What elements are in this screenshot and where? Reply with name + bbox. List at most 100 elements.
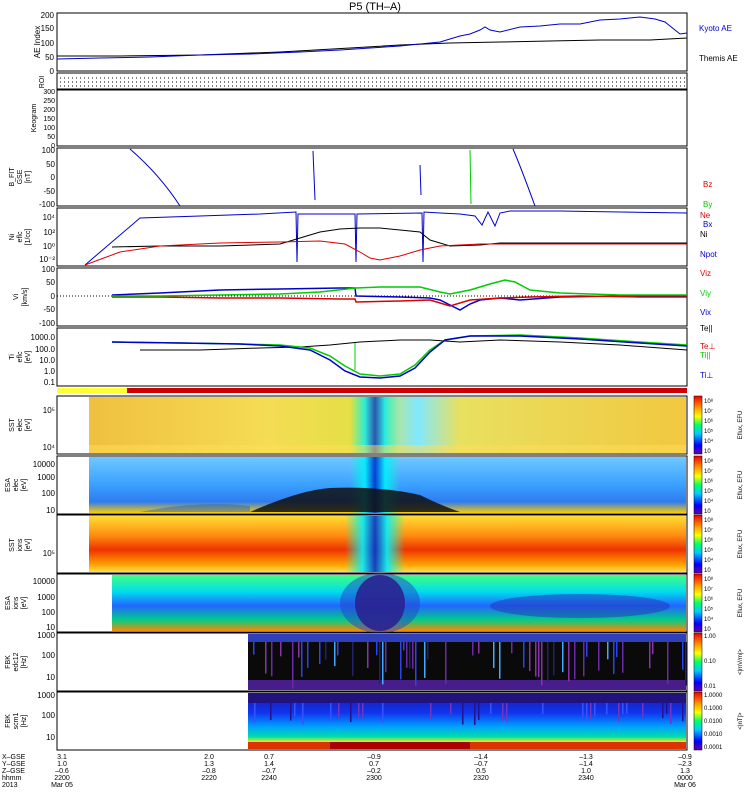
x-axis: X–GSE Y–GSE Z–GSE hhmm 2013 3.1 1.0 –0.6…	[2, 754, 696, 789]
cb6-label: <|nT|>	[738, 712, 744, 730]
fbk2-ytick-100: 100	[42, 711, 56, 720]
ae-ylabel: AE Index	[33, 26, 42, 58]
bfit-panel-frame	[57, 148, 687, 206]
fbk-edc12-stripe	[493, 642, 495, 668]
legend-npot: Npot	[700, 250, 718, 259]
cb6-t3: 0.0010	[704, 732, 723, 738]
ne-line	[85, 241, 687, 265]
vel-ytick-50: 50	[46, 278, 55, 287]
colorbar-6	[694, 692, 702, 750]
density-panel-frame	[57, 208, 687, 266]
bfit-ylabel-1: B_FIT	[9, 167, 16, 187]
fbk1-ylabel-2: edc12	[13, 652, 20, 671]
sst1-ylabel-2: elec	[17, 418, 24, 431]
fbk-edc12-stripe	[568, 642, 570, 681]
fbk-edc12-stripe	[403, 642, 405, 650]
esa1-ylabel-1: ESA	[5, 478, 12, 492]
svg-text:–0.6: –0.6	[55, 768, 69, 775]
fbk-edc12-stripe	[400, 642, 402, 679]
x-tick-labels: 3.1 1.0 –0.6 2200 Mar 05 2.0 1.3 –0.8 22…	[51, 754, 696, 789]
roi-panel-frame	[57, 73, 687, 89]
tmp-ytick-1: 1.0	[44, 367, 56, 376]
fbk-scm1-stripe	[626, 703, 628, 714]
fbk-scm1-stripe	[302, 703, 304, 725]
fbk-edc12-stripe	[334, 642, 336, 666]
den-ytick-4: 10⁴	[43, 213, 56, 222]
svg-text:1.0: 1.0	[57, 761, 67, 768]
fbk-scm1-stripe	[330, 703, 332, 722]
temperature-panel: 1000.0 100.0 10.0 1.0 0.1 Ti eflc [eV] T…	[9, 333, 715, 387]
fbk-edc12-stripe	[649, 642, 651, 668]
x-row-label-year: 2013	[2, 782, 18, 789]
x-tick-4: –1.4 –0.7 0.5 2320	[473, 754, 489, 782]
fbk-edc12-stripe	[562, 642, 564, 672]
fbk-edc12-stripe	[337, 642, 339, 655]
cb2-t0: 10⁸	[704, 458, 714, 465]
esa2-ylabel-3: [eV]	[21, 597, 28, 610]
npot-line	[85, 211, 687, 265]
fbk-edc12-stripe	[535, 642, 537, 676]
legend-bx: Bx	[703, 220, 712, 229]
cb4-t0: 10⁸	[704, 576, 714, 583]
cb5-label: <|mV/m|>	[738, 649, 744, 675]
fbk-scm1-stripe	[682, 703, 684, 721]
fbk-scm1-stripe	[474, 703, 476, 725]
fbk-scm1-spectrogram: 1000 100 10 FBK scm1 [Hz]	[5, 691, 687, 750]
fbk-edc12-stripe	[292, 642, 294, 689]
colorbar-4	[694, 574, 702, 632]
cb1-t1: 10⁷	[704, 408, 713, 415]
fbk-edc12-stripe	[541, 642, 543, 685]
fbk-edc12-stripe	[352, 642, 354, 676]
cb2-t4: 10⁴	[704, 498, 714, 505]
bfit-ylabel-3: [nT]	[25, 171, 32, 183]
fbk-scm1-stripe	[542, 703, 544, 714]
fbk-edc12-stripe	[511, 642, 513, 653]
den-ylabel-2: eflc	[17, 231, 24, 242]
keogram-panel-frame	[57, 90, 687, 146]
svg-text:Mar 06: Mar 06	[674, 782, 696, 789]
esa-ion-spectrogram: 10000 1000 100 10 ESA ions [eV]	[5, 573, 687, 633]
ae-ytick-100: 100	[41, 39, 55, 48]
keogram-ytick-150: 150	[43, 116, 55, 123]
bfit-ytick-50: 50	[46, 160, 55, 169]
x-tick-2: 0.7 1.4 –0.7 2240	[261, 754, 277, 782]
x-row-label-xgse: X–GSE	[2, 754, 26, 761]
esa2-ytick-10000: 10000	[33, 577, 56, 586]
keogram-ylabel: Keogram	[31, 104, 38, 133]
bfit-ytick-0: 0	[51, 173, 56, 182]
roi-panel: ROI	[39, 76, 686, 89]
svg-text:–0.8: –0.8	[202, 768, 216, 775]
vel-ylabel-2: [km/s]	[22, 288, 29, 307]
cb3-t3: 10⁵	[704, 547, 714, 554]
svg-text:–0.7: –0.7	[262, 768, 276, 775]
fbk-scm1-stripe	[478, 703, 480, 720]
te-par-line	[140, 340, 687, 350]
fbk-scm1-stripe	[270, 703, 272, 720]
fbk-edc12-stripe	[427, 642, 429, 659]
fbk-scm1-stripe	[586, 703, 588, 721]
svg-text:–1.3: –1.3	[579, 754, 593, 761]
cb2-label: Eflux, EFU	[738, 471, 744, 500]
sst2-ylabel-1: SST	[9, 537, 16, 551]
fbk-edc12-stripe	[424, 642, 426, 678]
svg-text:1.3: 1.3	[680, 768, 690, 775]
fbk2-ylabel-3: [Hz]	[21, 715, 28, 728]
x-row-label-zgse: Z–GSE	[2, 768, 25, 775]
esa2-ytick-100: 100	[42, 608, 56, 617]
svg-text:2.0: 2.0	[204, 754, 214, 761]
svg-text:–0.9: –0.9	[678, 754, 692, 761]
fbk-scm1-stripe	[606, 703, 608, 714]
fbk-edc12-stripe	[409, 642, 411, 668]
fbk-scm1-stripe	[594, 703, 596, 716]
fbk-scm1-stripe	[382, 703, 384, 723]
fbk-edc12-stripe	[298, 642, 300, 658]
fbk-edc12-stripe	[385, 642, 387, 672]
fbk2-ylabel-1: FBK	[5, 714, 12, 728]
cb1-t2: 10⁶	[704, 418, 714, 425]
fbk-edc12-stripe	[478, 642, 480, 653]
cb3-t2: 10⁶	[704, 537, 714, 544]
fbk-edc12-stripe	[652, 642, 654, 654]
vel-ytick-neg100: -100	[39, 319, 56, 328]
fbk-edc12-stripe	[280, 642, 282, 656]
cb2-t3: 10⁵	[704, 488, 714, 495]
